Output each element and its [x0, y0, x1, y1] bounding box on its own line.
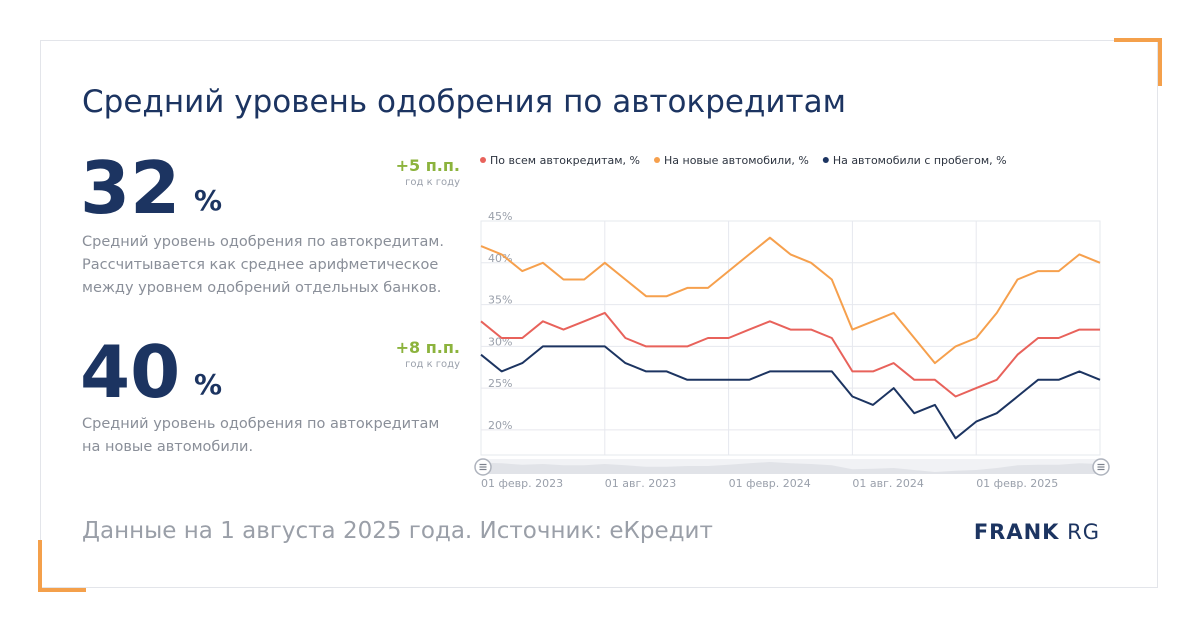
corner-accent-bottom-left: [38, 540, 86, 592]
corner-accent-top-right: [1114, 38, 1162, 86]
page-title: Средний уровень одобрения по автокредита…: [82, 84, 846, 120]
legend-marker-3: [822, 157, 829, 163]
stat-new-cars-delta-note: год к году: [405, 359, 460, 370]
stat-overall-unit: %: [194, 184, 223, 217]
stat-overall-value: 32: [80, 146, 181, 230]
series-line-1: [480, 311, 1100, 398]
x-tick-label: 01 февр. 2025: [976, 477, 1058, 490]
stat-new-cars-description: Средний уровень одобрения по автокредита…: [82, 416, 440, 455]
stat-new-cars-unit: %: [194, 368, 223, 401]
y-tick-label: 45%: [488, 210, 512, 223]
legend-label-1: По всем автокредитам, %: [490, 154, 640, 167]
range-slider-preview: [481, 462, 1100, 474]
stat-new-cars-delta: +8 п.п. год к году: [396, 338, 460, 370]
frank-rg-logo: FRANK RG: [973, 520, 1100, 544]
x-tick-label: 01 авг. 2023: [605, 477, 676, 490]
legend-marker-1: [480, 157, 486, 163]
stat-new-cars-value: 40: [80, 330, 181, 414]
y-tick-label: 40%: [488, 252, 512, 265]
y-tick-label: 25%: [488, 377, 512, 390]
plot-area: [480, 220, 1101, 456]
stat-overall-delta-value: +5 п.п.: [395, 156, 460, 175]
series-line-3: [480, 345, 1101, 440]
stat-overall-description: Средний уровень одобрения по автокредита…: [82, 234, 444, 296]
legend-marker-2: [654, 157, 660, 163]
series-line-2: [480, 236, 1101, 365]
y-tick-label: 35%: [488, 294, 512, 307]
stat-new-cars-delta-value: +8 п.п.: [395, 338, 460, 357]
legend-label-2: На новые автомобили, %: [664, 154, 809, 167]
x-tick-label: 01 февр. 2023: [481, 477, 563, 490]
stat-overall-delta-note: год к году: [405, 177, 460, 188]
card-frame: [40, 40, 1158, 588]
x-tick-label: 01 февр. 2024: [729, 477, 811, 490]
footer-source: Данные на 1 августа 2025 года. Источник:…: [82, 518, 713, 544]
x-tick-label: 01 авг. 2024: [852, 477, 923, 490]
legend-label-3: На автомобили с пробегом, %: [833, 154, 1007, 167]
stat-overall-delta: +5 п.п. год к году: [396, 156, 460, 188]
y-tick-label: 20%: [488, 419, 512, 432]
